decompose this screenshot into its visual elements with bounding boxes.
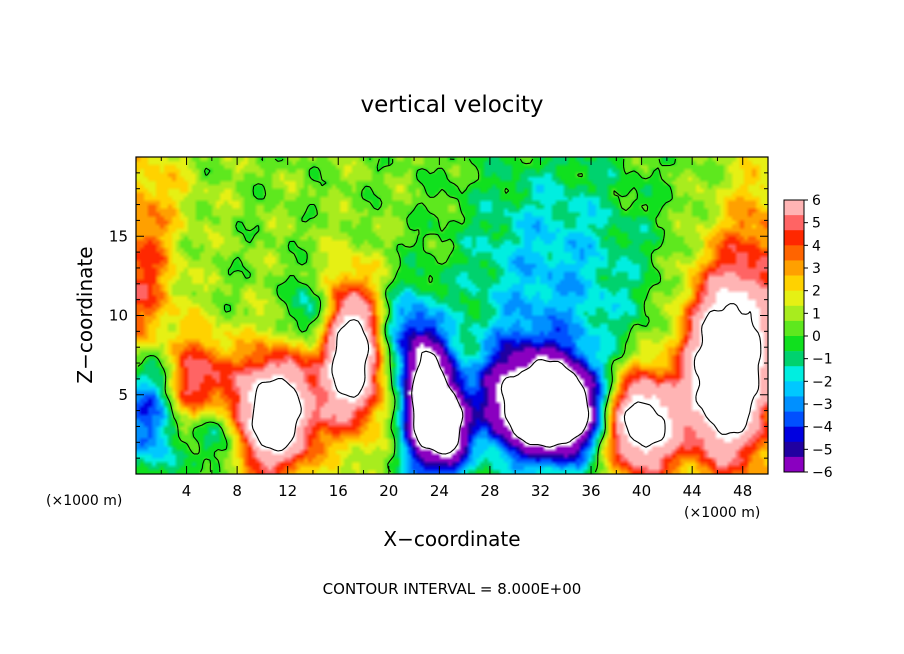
colorbar-label: 5 bbox=[812, 216, 821, 232]
x-tick-label: 16 bbox=[329, 482, 348, 500]
colorbar-label: 3 bbox=[812, 261, 821, 277]
y-tick-label: 10 bbox=[109, 307, 128, 325]
y-tick-label: 15 bbox=[109, 227, 128, 245]
colorbar: 6 5 4 3 2 1 0 −1 −2 −3 −4 −5 −6 bbox=[783, 193, 833, 481]
y-tick-label: 5 bbox=[118, 386, 128, 404]
colorbar-label: −4 bbox=[812, 420, 833, 436]
contour-zero bbox=[137, 158, 677, 473]
x-tick-label: 48 bbox=[733, 482, 752, 500]
x-tick-label: 40 bbox=[632, 482, 651, 500]
y-axis-ticks: 5 10 15 bbox=[109, 172, 768, 459]
colorbar-swatch bbox=[784, 441, 804, 458]
colorbar-swatch bbox=[784, 426, 804, 443]
chart-title: vertical velocity bbox=[361, 92, 544, 118]
y-axis-label: Z−coordinate bbox=[73, 246, 97, 383]
contour-lines bbox=[137, 158, 762, 473]
colorbar-label: 1 bbox=[812, 306, 821, 322]
colorbar-swatch bbox=[784, 290, 804, 307]
colorbar-swatch bbox=[784, 260, 804, 276]
x-tick-label: 20 bbox=[379, 482, 398, 500]
colorbar-swatch bbox=[784, 200, 804, 216]
colorbar-label: 6 bbox=[812, 193, 821, 209]
x-unit-right: (×1000 m) bbox=[684, 505, 760, 521]
colorbar-label: −6 bbox=[812, 465, 833, 481]
colorbar-swatch bbox=[784, 320, 804, 337]
colorbar-swatch bbox=[784, 351, 804, 367]
x-tick-label: 24 bbox=[430, 482, 449, 500]
colorbar-swatch bbox=[784, 456, 804, 473]
colorbar-swatch bbox=[784, 215, 804, 231]
colorbar-swatch bbox=[784, 411, 804, 427]
x-tick-label: 12 bbox=[278, 482, 297, 500]
vertical-velocity-heatmap bbox=[136, 157, 768, 474]
contour-plus-8 bbox=[251, 303, 762, 452]
colorbar-label: 4 bbox=[812, 238, 821, 254]
x-tick-label: 28 bbox=[480, 482, 499, 500]
x-axis-label: X−coordinate bbox=[383, 527, 520, 551]
x-tick-label: 32 bbox=[531, 482, 550, 500]
colorbar-swatch bbox=[784, 381, 804, 397]
contour-minus-8 bbox=[411, 350, 590, 455]
x-tick-label: 4 bbox=[182, 482, 192, 500]
colorbar-label: −5 bbox=[812, 442, 833, 458]
colorbar-swatch bbox=[784, 245, 804, 261]
x-unit-left: (×1000 m) bbox=[46, 493, 122, 509]
colorbar-label: −3 bbox=[812, 397, 833, 413]
x-tick-label: 36 bbox=[581, 482, 600, 500]
colorbar-swatch bbox=[784, 305, 804, 322]
colorbar-label: −1 bbox=[812, 352, 833, 368]
colorbar-swatch bbox=[784, 336, 804, 352]
contour-interval-note: CONTOUR INTERVAL = 8.000E+00 bbox=[323, 580, 582, 598]
x-tick-label: 44 bbox=[683, 482, 702, 500]
colorbar-label: −2 bbox=[812, 374, 833, 390]
colorbar-swatch bbox=[784, 396, 804, 412]
colorbar-swatch bbox=[784, 275, 804, 291]
colorbar-swatch bbox=[784, 230, 804, 246]
x-tick-label: 8 bbox=[232, 482, 242, 500]
colorbar-label: 0 bbox=[812, 329, 821, 345]
x-axis-ticks: 4 8 12 16 20 24 28 32 36 40 44 48 bbox=[160, 157, 752, 500]
colorbar-swatch bbox=[784, 366, 804, 382]
colorbar-label: 2 bbox=[812, 284, 821, 300]
